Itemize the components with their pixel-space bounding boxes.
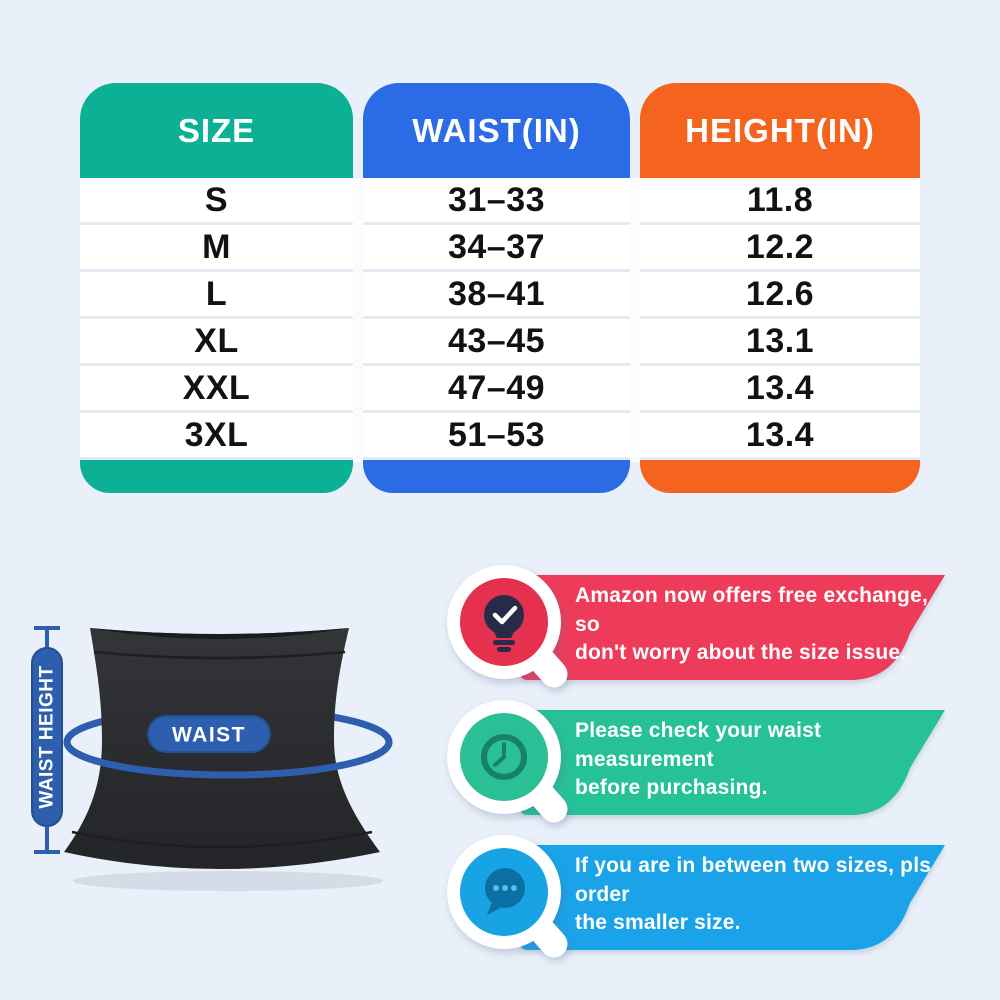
waist-trainer-diagram: WAIST WAIST HEIGHT bbox=[31, 626, 393, 891]
callout-free-exchange: Amazon now offers free exchange, so don'… bbox=[440, 558, 960, 688]
callout-between-sizes: If you are in between two sizes, pls ord… bbox=[440, 828, 960, 958]
table-cell-size: S bbox=[80, 178, 353, 225]
callout-line: don't worry about the size issue. bbox=[575, 641, 907, 665]
callout-badge bbox=[447, 835, 568, 958]
table-cell-waist: 43–45 bbox=[363, 319, 630, 366]
callout-badge bbox=[447, 700, 568, 823]
callout-check-measurement: Please check your waist measurement befo… bbox=[440, 693, 960, 823]
table-cell-height: 12.6 bbox=[640, 272, 920, 319]
callout-line: before purchasing. bbox=[575, 776, 768, 800]
garment-stitch-bottom bbox=[71, 830, 373, 849]
table-cell-size: XL bbox=[80, 319, 353, 366]
callout-ribbon bbox=[520, 845, 945, 950]
table-column-size: SIZE S M L XL XXL 3XL bbox=[80, 83, 353, 493]
table-cell-size: 3XL bbox=[80, 413, 353, 460]
lightbulb-check-icon bbox=[484, 595, 524, 652]
column-header-waist: WAIST(IN) bbox=[363, 83, 630, 178]
table-cell-waist: 51–53 bbox=[363, 413, 630, 460]
column-footer-waist bbox=[363, 460, 630, 493]
callout-text: Please check your waist measurement befo… bbox=[575, 710, 935, 810]
garment-stitch-top bbox=[93, 650, 346, 660]
table-cell-height: 11.8 bbox=[640, 178, 920, 225]
table-cell-size: XXL bbox=[80, 366, 353, 413]
chat-dots-icon bbox=[485, 868, 525, 915]
table-cell-waist: 38–41 bbox=[363, 272, 630, 319]
garment-shadow bbox=[73, 871, 383, 891]
callout-text: If you are in between two sizes, pls ord… bbox=[575, 845, 935, 945]
column-footer-height bbox=[640, 460, 920, 493]
waist-height-label: WAIST HEIGHT bbox=[37, 665, 58, 808]
waist-label: WAIST bbox=[172, 724, 246, 747]
table-cell-waist: 34–37 bbox=[363, 225, 630, 272]
table-column-height: HEIGHT(IN) 11.8 12.2 12.6 13.1 13.4 13.4 bbox=[640, 83, 920, 493]
waist-measure-ellipse-front bbox=[63, 741, 393, 779]
garment-top-rim bbox=[90, 628, 349, 639]
column-header-size: SIZE bbox=[80, 83, 353, 178]
table-cell-size: M bbox=[80, 225, 353, 272]
callout-line: Amazon now offers free exchange, so bbox=[575, 583, 928, 636]
callout-text: Amazon now offers free exchange, so don'… bbox=[575, 575, 935, 675]
table-cell-height: 13.4 bbox=[640, 413, 920, 460]
callout-ribbon bbox=[520, 575, 945, 680]
callout-ribbon bbox=[520, 710, 945, 815]
table-cell-waist: 31–33 bbox=[363, 178, 630, 225]
table-cell-size: L bbox=[80, 272, 353, 319]
column-header-height: HEIGHT(IN) bbox=[640, 83, 920, 178]
callout-line: If you are in between two sizes, pls ord… bbox=[575, 853, 932, 906]
callout-line: Please check your waist measurement bbox=[575, 718, 822, 771]
callout-badge bbox=[447, 565, 568, 688]
table-cell-height: 12.2 bbox=[640, 225, 920, 272]
table-cell-height: 13.1 bbox=[640, 319, 920, 366]
clock-icon bbox=[481, 734, 527, 780]
callout-line: the smaller size. bbox=[575, 911, 741, 935]
waist-label-pill bbox=[147, 715, 271, 753]
table-cell-height: 13.4 bbox=[640, 366, 920, 413]
column-footer-size bbox=[80, 460, 353, 493]
table-column-waist: WAIST(IN) 31–33 34–37 38–41 43–45 47–49 … bbox=[363, 83, 630, 493]
table-cell-waist: 47–49 bbox=[363, 366, 630, 413]
